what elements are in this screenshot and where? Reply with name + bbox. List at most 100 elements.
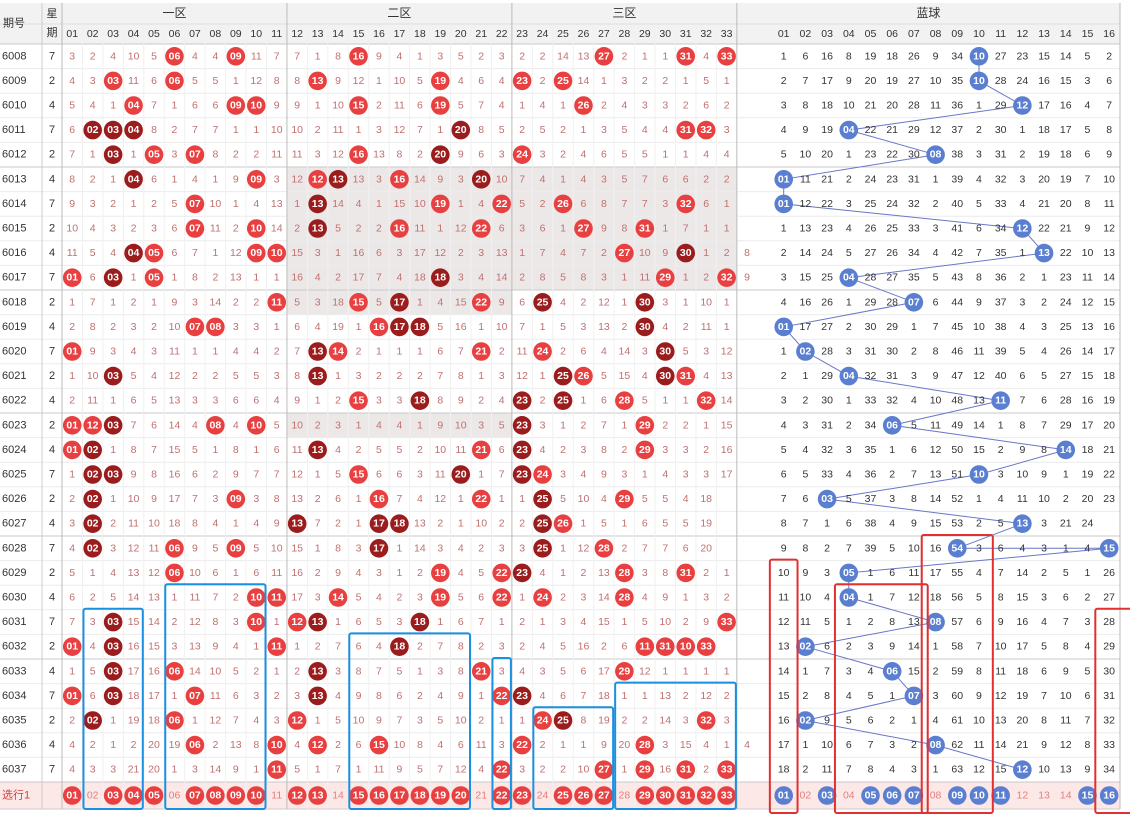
miss-count: 2 [724,173,730,185]
miss-count: 4 [662,321,668,333]
miss-count: 2 [110,518,116,530]
miss-count: 5 [560,493,566,505]
blue-miss-count: 11 [800,616,811,628]
miss-count: 7 [437,764,443,776]
blue-miss-count: 5 [868,690,874,702]
miss-count: 6 [253,395,259,407]
miss-count: 10 [291,124,303,136]
red-ball [103,612,123,632]
miss-count: 5 [683,518,689,530]
miss-count: 2 [90,739,96,751]
miss-count: 15 [680,739,692,751]
select-red-ball [226,786,246,805]
miss-count: 7 [621,198,627,210]
blue-miss-count: 36 [995,272,1007,284]
blue-miss-count: 1 [802,739,808,751]
blue-miss-count: 15 [930,518,942,530]
red-ball [62,440,82,460]
miss-count: 6 [458,616,464,628]
blue-miss-count: 26 [1103,567,1115,579]
miss-count: 1 [212,247,218,259]
blue-miss-count: 28 [908,100,920,112]
miss-count: 1 [662,50,668,62]
select-red-number: 07 [189,790,201,802]
miss-count: 1 [69,665,75,677]
miss-count: 12 [230,247,242,259]
red-ball [267,735,287,755]
blue-miss-count: 5 [802,469,808,481]
blue-column-header: 02 [800,28,812,40]
select-red-number: 26 [578,790,590,802]
zone-shade-block [286,413,512,438]
select-red-number: 09 [230,790,242,802]
blue-miss-count: 9 [933,370,939,382]
red-ball [349,293,368,312]
blue-miss-count: 8 [976,272,982,284]
miss-count: 2 [683,616,689,628]
red-ball [62,416,82,435]
miss-count: 14 [332,198,344,210]
miss-count: 10 [578,764,590,776]
week-cell: 2 [49,370,55,382]
period-cell: 6015 [2,223,26,235]
miss-count: 4 [540,641,546,653]
miss-count: 2 [69,395,75,407]
blue-miss-count: 31 [821,419,833,431]
blue-miss-count: 2 [1019,272,1025,284]
miss-count: 1 [110,739,116,751]
miss-count: 5 [458,100,464,112]
blue-miss-count: 5 [846,247,852,259]
red-ball [185,686,205,706]
week-cell: 7 [49,690,55,702]
miss-count: 1 [233,75,239,87]
miss-count: 3 [499,739,505,751]
blue-miss-count: 37 [995,296,1007,308]
miss-count: 4 [253,198,259,210]
miss-count: 4 [540,567,546,579]
miss-count: 1 [560,567,566,579]
blue-miss-count: 49 [951,419,963,431]
miss-count: 3 [315,296,321,308]
miss-count: 1 [294,641,300,653]
miss-count: 3 [642,100,648,112]
miss-count: 1 [253,444,259,456]
miss-count: 1 [662,223,668,235]
blue-miss-count: 1 [933,764,939,776]
blue-miss-count: 17 [821,75,833,87]
miss-count: 5 [172,198,178,210]
miss-count: 9 [233,173,239,185]
week-cell: 2 [49,715,55,727]
red-ball [696,391,716,411]
miss-count: 4 [621,100,627,112]
miss-count: 2 [519,272,525,284]
miss-count: 2 [540,764,546,776]
blue-miss-count: 9 [802,124,808,136]
blue-miss-count: 3 [868,641,874,653]
miss-count: 9 [662,592,668,604]
red-ball-number: 09 [230,50,242,62]
red-ball [165,563,184,583]
miss-count: 8 [581,272,587,284]
blue-miss-count: 7 [868,739,874,751]
select-blue-ball [861,786,880,805]
miss-count: 3 [397,395,403,407]
miss-count: 5 [233,665,239,677]
red-ball [574,366,593,386]
miss-count: 1 [69,296,75,308]
blue-miss-count: 26 [908,50,920,62]
red-ball [206,317,225,337]
blue-miss-count: 5 [1085,124,1091,136]
red-ball-number: 19 [434,567,446,579]
red-ball-number: 23 [516,395,528,407]
miss-count: 3 [90,75,96,87]
blue-miss-count: 13 [930,469,942,481]
miss-count: 17 [148,690,160,702]
miss-count: 8 [192,518,198,530]
miss-count: 6 [601,149,607,161]
blue-ball-number: 08 [930,616,942,628]
red-ball-number: 12 [87,419,99,431]
red-ball [676,120,696,140]
miss-count: 1 [621,419,627,431]
blue-ball [969,465,989,484]
red-ball-number: 18 [414,321,426,333]
